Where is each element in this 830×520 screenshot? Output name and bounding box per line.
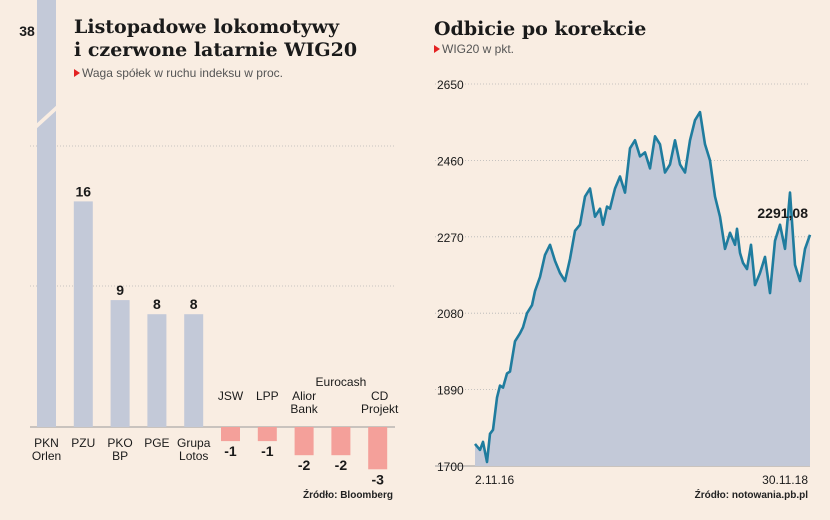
- area-chart-marks: 2650 2460 2270 2080 1890 1700 2291,08 2.11.16 30…: [437, 78, 812, 487]
- y-tick-label: 1700: [437, 460, 464, 474]
- bar: [184, 314, 204, 427]
- bar-category-label-line: PZU: [71, 436, 95, 450]
- bar-category-label-line: PGE: [144, 436, 169, 450]
- bar-value-label: -2: [298, 457, 311, 473]
- series-line: [474, 110, 812, 464]
- right-chart-title: Odbicie po korekcie: [434, 18, 647, 40]
- right-chart-subtitle: WIG20 w pkt.: [434, 42, 514, 56]
- bar-chart-marks: 38 PKN Orlen 16 PZU 9 PKO BP 8 PGE 8 Grupa Lotos -1 JS…: [19, 0, 399, 487]
- bar-value-label: 16: [76, 183, 92, 199]
- bar-category-label: Grupa Lotos: [177, 436, 211, 463]
- bar-category-label-line: JSW: [218, 389, 244, 403]
- bar-value-label: 38: [19, 23, 35, 39]
- bar-category-label-line: BP: [112, 449, 128, 463]
- bar-value-label: 9: [116, 282, 124, 298]
- area-fill: [475, 112, 810, 466]
- bar: [37, 0, 56, 427]
- bar: [110, 300, 130, 427]
- left-chart-title: Listopadowe lokomotywy i czerwone latarn…: [74, 16, 357, 62]
- bar: [147, 314, 167, 427]
- x-tick-label-start: 2.11.16: [475, 473, 514, 487]
- bar-category-label-line: PKN: [34, 436, 59, 450]
- y-tick-label: 1890: [437, 384, 464, 398]
- y-tick-label: 2650: [437, 78, 464, 92]
- bar-category-label: CD Projekt: [361, 389, 399, 416]
- left-title-line-2: i czerwone latarnie WIG20: [74, 39, 358, 61]
- bar-category-label: PKO BP: [107, 436, 132, 463]
- bar: [73, 201, 93, 427]
- bar-category-label-line: PKO: [107, 436, 132, 450]
- bar-value-label: 8: [153, 296, 161, 312]
- y-tick-label: 2460: [437, 154, 464, 168]
- bar-category-label-line: Lotos: [179, 449, 208, 463]
- left-title-line-1: Listopadowe lokomotywy: [74, 16, 340, 38]
- bar-value-label: -3: [371, 471, 384, 487]
- bar-category-label: Eurocash: [316, 375, 367, 389]
- bar-value-label: -2: [335, 457, 348, 473]
- bar-value-label: -1: [224, 443, 237, 459]
- bar-category-label-line: CD: [371, 389, 389, 403]
- bar-category-label-line: Grupa: [177, 436, 211, 450]
- bar-category-label-line: Alior: [292, 389, 316, 403]
- bar-category-label-line: Eurocash: [316, 375, 367, 389]
- bar-category-label: PKN Orlen: [32, 436, 61, 463]
- bar-category-label-line: Orlen: [32, 449, 61, 463]
- bar: [368, 427, 388, 470]
- bar-category-label: PZU: [71, 436, 95, 450]
- y-tick-label: 2080: [437, 307, 464, 321]
- bar-value-label: -1: [261, 443, 274, 459]
- y-tick-label: 2270: [437, 231, 464, 245]
- axis-break-mark: [35, 104, 58, 130]
- red-triangle-icon: [74, 69, 80, 77]
- last-value-label: 2291,08: [757, 205, 808, 221]
- bar-category-label-line: LPP: [256, 389, 279, 403]
- x-tick-label-end: 30.11.18: [762, 473, 808, 487]
- bar-category-label: PGE: [144, 436, 169, 450]
- left-chart-source: Źródło: Bloomberg: [303, 488, 393, 501]
- bar: [294, 427, 314, 456]
- right-chart-source: Źródło: notowania.pb.pl: [695, 488, 809, 501]
- bar: [257, 427, 277, 442]
- bar-category-label-line: Projekt: [361, 402, 399, 416]
- bar: [221, 427, 240, 442]
- bar-value-label: 8: [190, 296, 198, 312]
- bar-category-label: Alior Bank: [290, 389, 318, 416]
- bar: [331, 427, 351, 456]
- bar-category-label: JSW: [218, 389, 244, 403]
- red-triangle-icon: [434, 45, 440, 53]
- bar-category-label-line: Bank: [290, 402, 318, 416]
- bar-category-label: LPP: [256, 389, 279, 403]
- left-chart-subtitle: Waga spółek w ruchu indeksu w proc.: [74, 66, 283, 80]
